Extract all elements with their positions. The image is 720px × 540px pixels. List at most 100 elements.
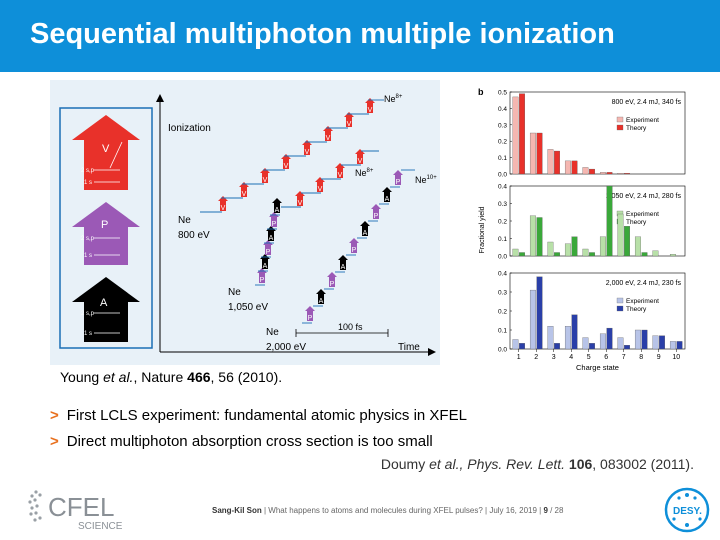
svg-text:V: V <box>358 158 363 165</box>
bar-experiment <box>529 215 536 257</box>
bar-theory <box>589 168 595 175</box>
y-tick-label: 0.2 <box>498 309 507 316</box>
svg-text:P: P <box>330 281 335 288</box>
svg-text:P: P <box>308 315 313 322</box>
subplot-2: 0.4 0.3 0.2 0.1 0.0 1,050 eV, 2.4 mJ, 280 fs E… <box>498 184 686 261</box>
process-step-v-icon: V <box>344 112 354 128</box>
svg-text:P: P <box>396 179 401 186</box>
bar-experiment <box>617 213 624 257</box>
panel-label: b <box>478 87 484 97</box>
bar-theory <box>641 329 648 350</box>
bar-experiment <box>617 337 624 350</box>
bar-theory <box>676 341 683 350</box>
bar-theory <box>519 343 525 350</box>
bar-theory <box>589 343 595 350</box>
svg-text:V: V <box>284 163 289 170</box>
bar-theory <box>606 327 613 350</box>
axis-ionization-label: Ionization <box>168 123 211 134</box>
bar-theory <box>536 217 543 257</box>
svg-text:V: V <box>263 177 268 184</box>
bullet-item: > First LCLS experiment: fundamental atom… <box>50 407 467 424</box>
svg-text:2 s,p: 2 s,p <box>81 311 95 317</box>
bar-experiment <box>512 96 519 175</box>
bar-experiment <box>599 333 606 350</box>
energy-1050-label: 1,050 eV <box>228 302 268 313</box>
svg-text:2 s,p: 2 s,p <box>81 236 95 242</box>
x-tick-label: 1 <box>517 354 521 361</box>
svg-text:V: V <box>298 200 303 207</box>
svg-text:2 s,p: 2 s,p <box>81 168 95 174</box>
svg-text:Ne10+: Ne10+ <box>415 175 437 185</box>
energy-800-label: 800 eV <box>178 230 210 241</box>
reference-citation: Doumy et al., Phys. Rev. Lett. 106, 0830… <box>380 456 694 472</box>
figure-caption: Young et al., Nature 466, 56 (2010). <box>60 369 283 385</box>
svg-text:Ne: Ne <box>178 215 191 226</box>
slide-title: Sequential multiphoton multiple ionizati… <box>30 18 615 50</box>
bar-experiment <box>634 236 641 257</box>
svg-text:P: P <box>266 249 271 256</box>
y-tick-label: 0.1 <box>498 328 507 335</box>
svg-text:SCIENCE: SCIENCE <box>78 521 123 532</box>
y-axis-label: Fractional yield <box>479 206 486 253</box>
subplot-1: 0.5 0.4 0.3 0.2 0.1 0.0 800 eV, 2.4 mJ, 340 fs… <box>498 90 686 179</box>
process-step-v-icon: V <box>218 196 228 212</box>
process-step-v-icon: V <box>281 154 291 170</box>
x-tick-label: 3 <box>552 354 556 361</box>
subplot-title: 2,000 eV, 2.4 mJ, 230 fs <box>606 280 682 287</box>
process-step-v-icon: V <box>239 182 249 198</box>
bar-theory <box>519 252 525 257</box>
process-step-v-icon: V <box>365 98 375 114</box>
bar-theory <box>519 93 525 175</box>
bar-experiment <box>529 289 536 350</box>
process-step-a-icon: A <box>266 226 276 242</box>
svg-text:V: V <box>347 121 352 128</box>
svg-text:P: P <box>260 277 265 284</box>
bar-experiment <box>582 248 589 257</box>
bar-experiment <box>564 160 571 175</box>
svg-text:A: A <box>341 264 346 271</box>
y-tick-label: 0.2 <box>498 219 507 226</box>
bar-theory <box>536 132 543 175</box>
bar-theory <box>589 252 595 257</box>
bar-experiment <box>564 326 571 350</box>
legend-swatch <box>616 297 624 304</box>
axis-time-label: Time <box>398 342 420 353</box>
title-bar: Sequential multiphoton multiple ionizati… <box>0 0 720 72</box>
x-tick-label: 9 <box>657 354 661 361</box>
bar-experiment <box>547 149 554 175</box>
svg-text:P: P <box>272 221 277 228</box>
bar-experiment <box>529 132 536 175</box>
process-step-v-icon: V <box>295 191 305 207</box>
bar-experiment <box>582 337 589 350</box>
process-step-p-icon: P <box>263 240 273 256</box>
bar-theory <box>624 173 630 175</box>
y-tick-label: 0.1 <box>498 155 507 162</box>
svg-text:V: V <box>102 143 110 155</box>
y-tick-label: 0.1 <box>498 236 507 243</box>
bar-theory <box>571 236 578 257</box>
legend-swatch <box>616 124 624 131</box>
svg-text:A: A <box>269 235 274 242</box>
x-tick-label: 8 <box>639 354 643 361</box>
y-tick-label: 0.3 <box>498 201 507 208</box>
svg-text:Ne: Ne <box>228 287 241 298</box>
legend-label: Experiment <box>626 298 659 305</box>
bar-experiment <box>617 173 624 175</box>
legend-label: Experiment <box>626 211 659 218</box>
svg-text:DESY.: DESY. <box>673 506 702 517</box>
cfel-logo: CFEL SCIENCE <box>26 486 146 532</box>
y-tick-label: 0.4 <box>498 184 507 191</box>
svg-text:V: V <box>305 149 310 156</box>
bar-experiment <box>599 236 606 257</box>
subplot-3: 0.4 0.3 0.2 0.1 0.0 2,000 eV, 2.4 mJ, 230 fs E… <box>498 271 686 361</box>
svg-text:Ne8+: Ne8+ <box>355 168 374 178</box>
svg-text:1 s: 1 s <box>84 180 92 186</box>
process-step-p-icon: P <box>349 238 359 254</box>
bar-theory <box>606 185 613 257</box>
slide-footer: Sang-Kil Son | What happens to atoms and… <box>212 506 564 515</box>
svg-text:P: P <box>374 213 379 220</box>
svg-text:1 s: 1 s <box>84 331 92 337</box>
bar-theory <box>624 345 630 350</box>
process-step-v-icon: V <box>335 163 345 179</box>
